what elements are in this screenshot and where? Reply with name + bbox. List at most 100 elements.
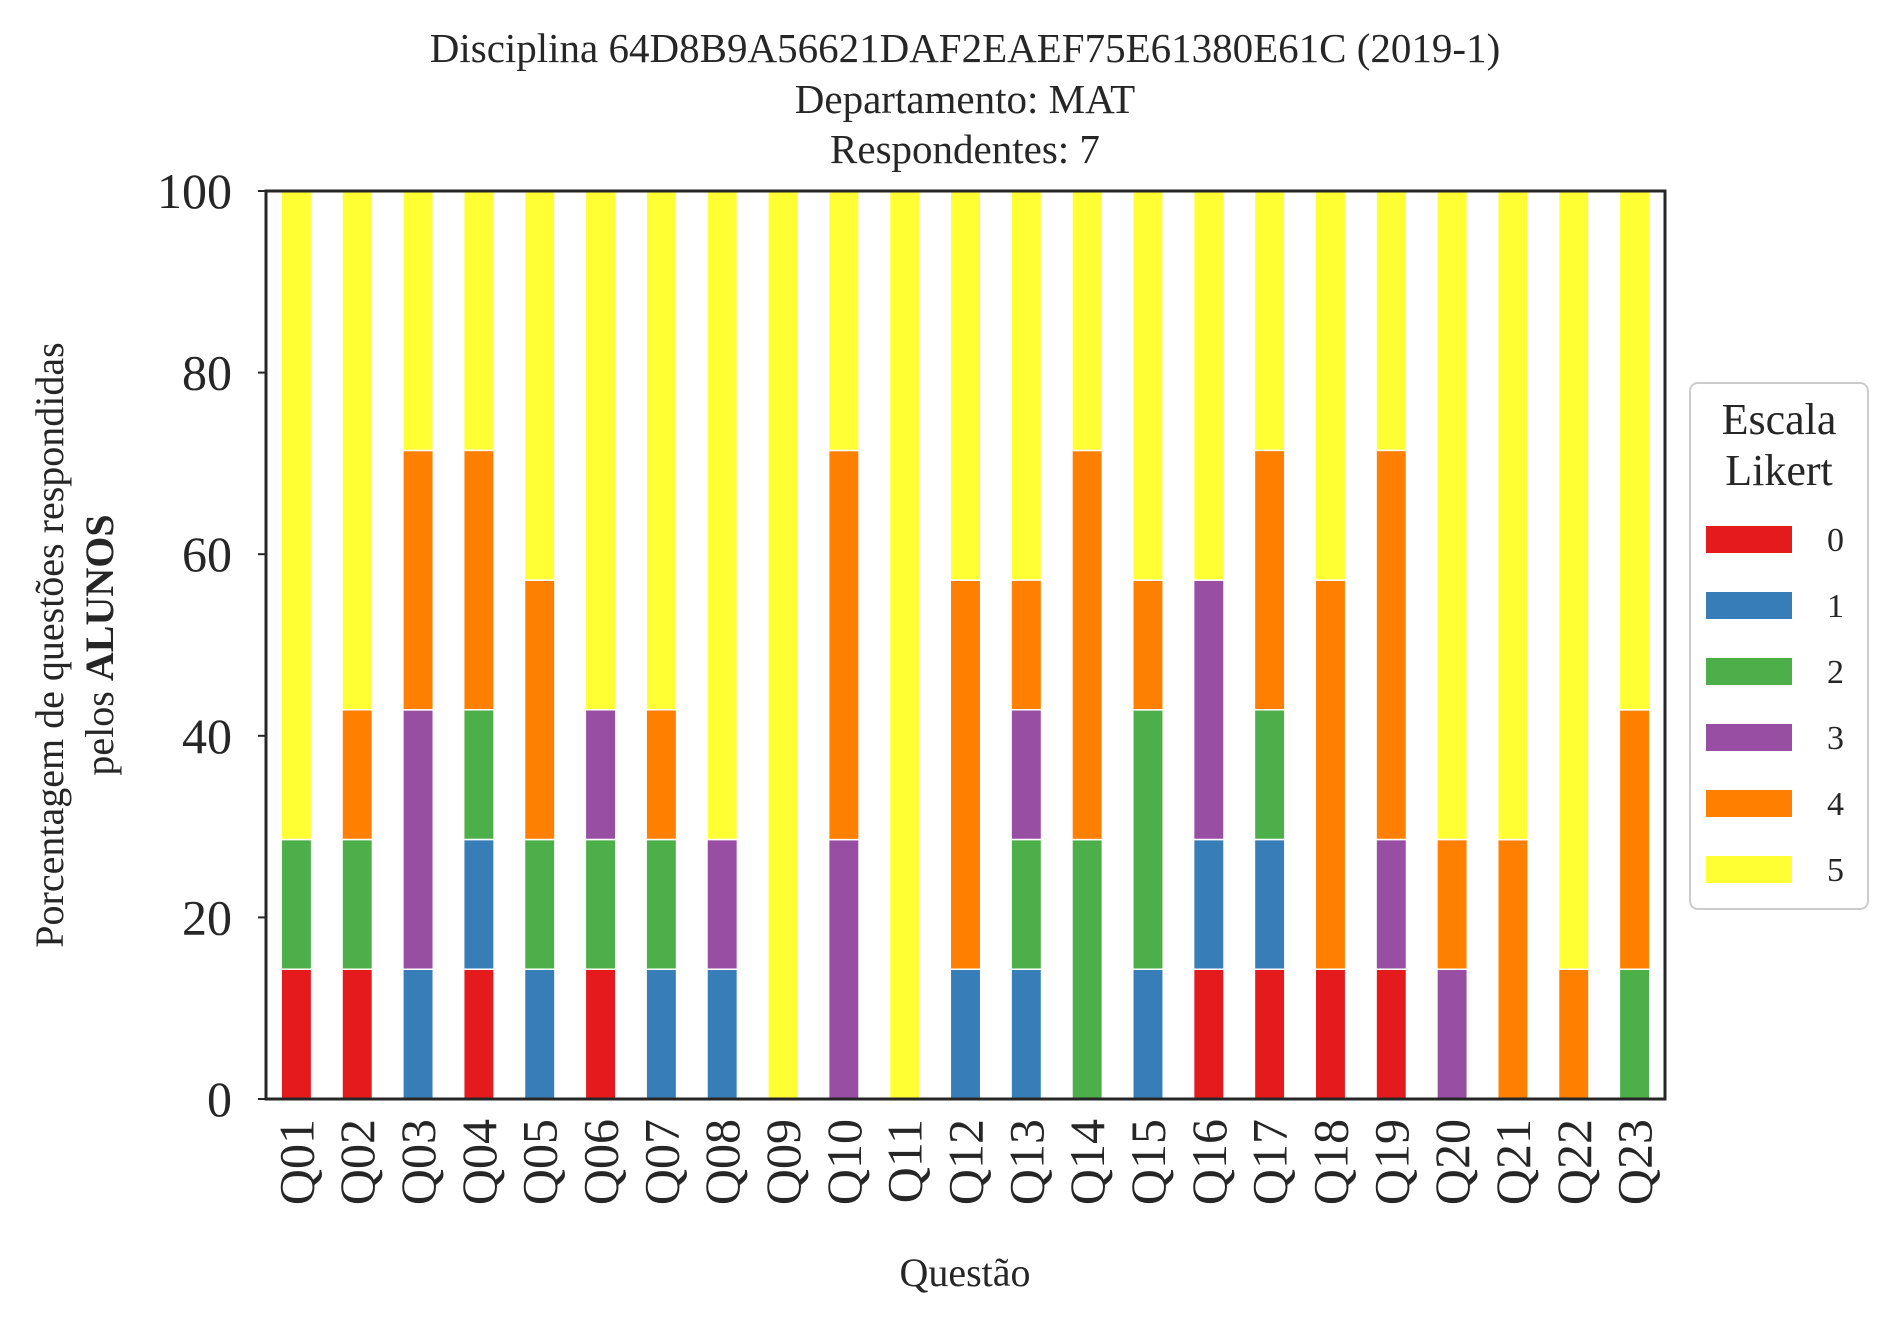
y-axis-label: Porcentagem de questões respondidas pelo… — [27, 342, 122, 947]
x-tick-label-q06: Q06 — [573, 1119, 629, 1205]
bar-segment-q05-likert-2 — [523, 838, 556, 970]
y-tick-label-100: 100 — [157, 163, 232, 219]
bar-segment-q08-likert-3 — [706, 838, 739, 970]
bar-segment-q07-likert-1 — [645, 968, 678, 1100]
bar-segment-q23-likert-4 — [1618, 709, 1651, 971]
bar-segment-q12-likert-5 — [949, 190, 982, 581]
x-tick-label-q14: Q14 — [1059, 1119, 1115, 1205]
bar-segment-q20-likert-4 — [1436, 838, 1469, 970]
bar-segment-q07-likert-4 — [645, 708, 678, 841]
x-tick-label-q10: Q10 — [816, 1119, 872, 1205]
bar-segment-q03-likert-1 — [402, 968, 435, 1100]
bar-segment-q06-likert-0 — [584, 968, 617, 1100]
bar-segment-q03-likert-4 — [402, 449, 435, 711]
bar-segment-q12-likert-1 — [949, 968, 982, 1100]
x-tick-label-q19: Q19 — [1363, 1119, 1419, 1205]
legend-label-0: 0 — [1827, 522, 1844, 559]
x-tick-label-q23: Q23 — [1607, 1119, 1663, 1205]
bar-segment-q21-likert-4 — [1496, 838, 1529, 1100]
legend-label-5: 5 — [1827, 852, 1844, 889]
bar-segment-q23-likert-2 — [1618, 968, 1651, 1100]
bar-segment-q04-likert-4 — [462, 449, 495, 711]
x-tick-label-q20: Q20 — [1424, 1119, 1480, 1205]
bar-segment-q15-likert-1 — [1132, 968, 1164, 1100]
bar-segment-q17-likert-1 — [1253, 838, 1286, 970]
x-tick-label-q08: Q08 — [694, 1119, 750, 1205]
bar-segment-q07-likert-2 — [645, 838, 678, 970]
bar-segment-q19-likert-0 — [1375, 968, 1408, 1100]
bar-segment-q13-likert-2 — [1010, 838, 1043, 970]
x-tick-label-q12: Q12 — [938, 1119, 994, 1205]
legend-swatch-0 — [1706, 526, 1792, 553]
legend-swatch-2 — [1706, 658, 1792, 685]
x-tick-label-q03: Q03 — [390, 1119, 446, 1205]
x-tick-label-q01: Q01 — [268, 1119, 324, 1205]
legend-label-3: 3 — [1827, 720, 1844, 757]
chart-title-line-3: Respondentes: 7 — [830, 126, 1100, 172]
bar-segment-q03-likert-5 — [402, 190, 435, 452]
legend: Escala Likert 0 1 2 3 4 5 — [1689, 382, 1869, 910]
bar-segment-q01-likert-0 — [280, 968, 313, 1100]
bar-segment-q10-likert-4 — [827, 449, 860, 841]
legend-title-line-1: Escala — [1722, 395, 1837, 444]
bar-segment-q20-likert-5 — [1436, 190, 1469, 841]
legend-title-line-2: Likert — [1725, 446, 1833, 495]
bar-segment-q02-likert-5 — [341, 190, 374, 711]
x-tick-label-q22: Q22 — [1546, 1119, 1602, 1205]
bar-segment-q10-likert-5 — [827, 190, 860, 452]
y-axis-label-bold: ALUNOS — [77, 514, 122, 681]
bar-segment-q14-likert-5 — [1071, 190, 1104, 452]
bar-segment-q06-likert-5 — [584, 190, 617, 711]
bar-segment-q05-likert-4 — [523, 579, 556, 841]
bar-segment-q03-likert-3 — [402, 709, 435, 971]
bar-segment-q02-likert-0 — [341, 968, 374, 1100]
bar-segment-q19-likert-5 — [1375, 190, 1408, 452]
x-tick-label-q02: Q02 — [329, 1119, 385, 1205]
bar-segment-q16-likert-3 — [1192, 579, 1225, 841]
x-tick-label-q11: Q11 — [877, 1119, 933, 1203]
bar-segment-q04-likert-2 — [462, 708, 495, 841]
bar-segment-q14-likert-2 — [1071, 838, 1104, 1100]
legend-swatch-4 — [1706, 790, 1792, 817]
bar-segment-q08-likert-1 — [706, 968, 739, 1100]
bar-segment-q23-likert-5 — [1618, 190, 1651, 711]
bars-group — [280, 190, 1651, 1100]
x-tick-label-q05: Q05 — [512, 1119, 568, 1205]
bar-segment-q07-likert-5 — [645, 190, 678, 711]
y-axis-label-line-1: Porcentagem de questões respondidas — [27, 342, 72, 947]
bar-segment-q17-likert-4 — [1253, 449, 1286, 711]
x-tick-label-q18: Q18 — [1302, 1119, 1358, 1205]
bar-segment-q17-likert-0 — [1253, 968, 1286, 1100]
x-tick-label-q21: Q21 — [1485, 1119, 1541, 1205]
bar-segment-q12-likert-4 — [949, 579, 982, 971]
bar-segment-q05-likert-1 — [523, 968, 556, 1100]
bar-segment-q10-likert-3 — [827, 838, 860, 1100]
x-tick-label-q15: Q15 — [1120, 1119, 1176, 1205]
bar-segment-q13-likert-4 — [1010, 579, 1043, 711]
y-tick-label-80: 80 — [182, 345, 232, 401]
legend-label-2: 2 — [1827, 654, 1844, 691]
chart-title-line-1: Disciplina 64D8B9A56621DAF2EAEF75E61380E… — [430, 25, 1501, 71]
bar-segment-q20-likert-3 — [1436, 968, 1469, 1100]
bar-segment-q09-likert-5 — [767, 190, 799, 1100]
bar-segment-q19-likert-3 — [1375, 838, 1408, 970]
bar-segment-q05-likert-5 — [523, 190, 556, 581]
chart-title-line-2: Departamento: MAT — [795, 76, 1135, 122]
bar-segment-q02-likert-4 — [341, 708, 374, 841]
bar-segment-q01-likert-5 — [280, 190, 313, 841]
bar-segment-q04-likert-1 — [462, 838, 495, 970]
bar-segment-q17-likert-5 — [1253, 190, 1286, 452]
bar-segment-q02-likert-2 — [341, 838, 374, 970]
y-tick-label-40: 40 — [182, 708, 232, 764]
y-axis-label-line-2: pelos ALUNOS — [77, 514, 122, 775]
chart-title: Disciplina 64D8B9A56621DAF2EAEF75E61380E… — [430, 25, 1501, 172]
bar-segment-q22-likert-5 — [1557, 190, 1590, 970]
y-tick-label-0: 0 — [207, 1071, 232, 1127]
bar-segment-q18-likert-4 — [1314, 579, 1347, 971]
x-axis-label: Questão — [899, 1250, 1030, 1295]
bar-segment-q17-likert-2 — [1253, 708, 1286, 841]
bar-segment-q08-likert-5 — [706, 190, 739, 841]
legend-label-1: 1 — [1827, 588, 1844, 625]
bar-segment-q16-likert-0 — [1192, 968, 1225, 1100]
